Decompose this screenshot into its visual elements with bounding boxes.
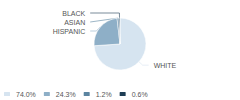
svg-text:BLACK: BLACK <box>62 10 85 17</box>
svg-text:ASIAN: ASIAN <box>64 19 85 26</box>
svg-text:WHITE: WHITE <box>154 62 177 69</box>
svg-text:1.2%: 1.2% <box>96 91 112 98</box>
svg-text:HISPANIC: HISPANIC <box>53 28 86 35</box>
svg-text:24.3%: 24.3% <box>56 91 76 98</box>
svg-text:74.0%: 74.0% <box>16 91 36 98</box>
svg-text:0.6%: 0.6% <box>132 91 148 98</box>
